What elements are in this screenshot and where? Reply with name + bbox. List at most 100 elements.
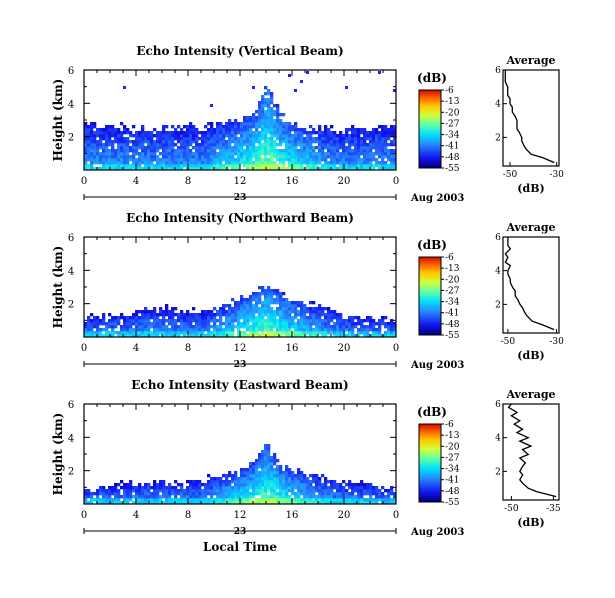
echo-cell bbox=[339, 331, 343, 335]
echo-cell bbox=[183, 328, 187, 332]
echo-cell bbox=[294, 495, 298, 499]
echo-cell bbox=[234, 492, 238, 496]
echo-cell bbox=[297, 322, 301, 326]
echo-cell bbox=[267, 125, 271, 129]
echo-cell bbox=[372, 328, 376, 332]
echo-cell bbox=[102, 492, 106, 496]
echo-cell bbox=[351, 149, 355, 153]
echo-cell bbox=[243, 489, 247, 493]
echo-cell bbox=[270, 92, 274, 96]
echo-cell bbox=[225, 161, 229, 165]
echo-cell bbox=[273, 462, 277, 466]
echo-cell bbox=[369, 501, 373, 505]
echo-cell bbox=[381, 498, 385, 502]
echo-cell bbox=[177, 161, 181, 165]
echo-cell bbox=[108, 125, 112, 129]
echo-cell bbox=[162, 322, 166, 326]
echo-cell bbox=[300, 143, 304, 147]
echo-cell bbox=[186, 310, 190, 314]
echo-cell bbox=[111, 322, 115, 326]
echo-cell bbox=[261, 477, 265, 481]
echo-cell bbox=[279, 331, 283, 335]
echo-cell bbox=[168, 322, 172, 326]
echo-cell bbox=[327, 492, 331, 496]
echo-cell bbox=[267, 152, 271, 156]
echo-cell bbox=[177, 334, 181, 338]
average-line bbox=[504, 237, 555, 331]
echo-cell bbox=[393, 501, 397, 505]
echo-cell bbox=[309, 158, 313, 162]
echo-cell bbox=[204, 167, 208, 171]
echo-cell bbox=[276, 158, 280, 162]
echo-cell bbox=[318, 143, 322, 147]
echo-cell bbox=[273, 459, 277, 463]
echo-cell bbox=[276, 325, 280, 329]
echo-cell bbox=[288, 137, 292, 141]
echo-cell bbox=[360, 495, 364, 499]
echo-cell bbox=[96, 334, 100, 338]
colorbar-tick-label: -20 bbox=[445, 442, 460, 452]
echo-cell bbox=[267, 465, 271, 469]
echo-cell bbox=[372, 167, 376, 171]
echo-cell bbox=[204, 495, 208, 499]
echo-cell bbox=[219, 328, 223, 332]
echo-cell bbox=[159, 158, 163, 162]
echo-cell bbox=[99, 319, 103, 323]
echo-cell bbox=[138, 492, 142, 496]
echo-cell bbox=[270, 101, 274, 105]
echo-cell bbox=[375, 128, 379, 132]
echo-cell bbox=[264, 319, 268, 323]
echo-cell bbox=[297, 480, 301, 484]
echo-cell bbox=[132, 328, 136, 332]
echo-cell bbox=[204, 131, 208, 135]
echo-cell bbox=[309, 313, 313, 317]
echo-cell bbox=[276, 322, 280, 326]
echo-cell bbox=[330, 161, 334, 165]
echo-cell bbox=[357, 131, 361, 135]
echo-cell bbox=[189, 155, 193, 159]
colorbar-swatch bbox=[419, 425, 441, 429]
echo-cell bbox=[390, 140, 394, 144]
echo-cell bbox=[342, 319, 346, 323]
echo-cell bbox=[108, 325, 112, 329]
echo-cell bbox=[138, 134, 142, 138]
echo-cell bbox=[201, 158, 205, 162]
echo-cell bbox=[225, 149, 229, 153]
echo-cell bbox=[144, 167, 148, 171]
echo-cell bbox=[192, 131, 196, 135]
echo-cell bbox=[87, 495, 91, 499]
echo-cell bbox=[228, 128, 232, 132]
echo-cell bbox=[216, 483, 220, 487]
echo-cell bbox=[369, 334, 373, 338]
echo-cell bbox=[222, 149, 226, 153]
echo-cell bbox=[162, 161, 166, 165]
echo-cell bbox=[153, 486, 157, 490]
echo-cell bbox=[375, 134, 379, 138]
echo-cell bbox=[249, 125, 253, 129]
echo-cell bbox=[318, 152, 322, 156]
echo-cell bbox=[111, 334, 115, 338]
echo-cell bbox=[369, 146, 373, 150]
echo-cell bbox=[174, 501, 178, 505]
echo-cell bbox=[249, 304, 253, 308]
echo-cell bbox=[264, 137, 268, 141]
echo-cell bbox=[135, 319, 139, 323]
echo-cell bbox=[303, 322, 307, 326]
echo-cell bbox=[372, 319, 376, 323]
echo-cell bbox=[279, 498, 283, 502]
echo-cell bbox=[231, 331, 235, 335]
echo-cell bbox=[303, 149, 307, 153]
echo-cell bbox=[234, 304, 238, 308]
echo-cell bbox=[165, 164, 169, 168]
echo-cell bbox=[228, 307, 232, 311]
echo-cell bbox=[180, 313, 184, 317]
echo-cell bbox=[96, 316, 100, 320]
echo-cell bbox=[180, 483, 184, 487]
colorbar-swatch bbox=[419, 132, 441, 136]
echo-cell bbox=[141, 134, 145, 138]
echo-cell bbox=[321, 334, 325, 338]
echo-cell bbox=[228, 501, 232, 505]
echo-cell bbox=[159, 164, 163, 168]
echo-cell bbox=[99, 492, 103, 496]
echo-cell bbox=[132, 495, 136, 499]
